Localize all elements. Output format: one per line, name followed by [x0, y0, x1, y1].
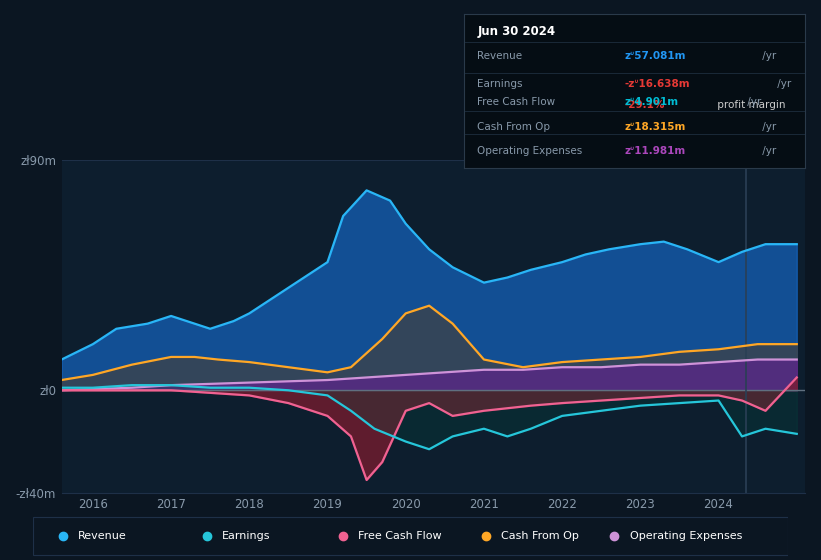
Text: -29.1%: -29.1%	[624, 100, 664, 110]
Text: Cash From Op: Cash From Op	[501, 531, 579, 541]
Text: Cash From Op: Cash From Op	[478, 122, 551, 132]
Text: Operating Expenses: Operating Expenses	[478, 147, 583, 156]
Text: /yr: /yr	[759, 147, 776, 156]
Text: /yr: /yr	[774, 79, 791, 88]
Text: profit margin: profit margin	[714, 100, 786, 110]
Text: zᐡ18.315m: zᐡ18.315m	[624, 122, 686, 132]
Text: Revenue: Revenue	[478, 51, 523, 61]
Text: -zᐡ16.638m: -zᐡ16.638m	[624, 79, 690, 88]
Text: Revenue: Revenue	[78, 531, 127, 541]
Text: Jun 30 2024: Jun 30 2024	[478, 25, 556, 38]
Text: Earnings: Earnings	[222, 531, 270, 541]
Text: /yr: /yr	[759, 51, 776, 61]
Text: /yr: /yr	[744, 97, 761, 107]
Text: zᐡ57.081m: zᐡ57.081m	[624, 51, 686, 61]
Text: Earnings: Earnings	[478, 79, 523, 88]
Text: Free Cash Flow: Free Cash Flow	[478, 97, 556, 107]
Text: Free Cash Flow: Free Cash Flow	[358, 531, 441, 541]
Text: /yr: /yr	[759, 122, 776, 132]
Text: Operating Expenses: Operating Expenses	[630, 531, 742, 541]
Text: zᐡ4.901m: zᐡ4.901m	[624, 97, 678, 107]
Text: zᐡ11.981m: zᐡ11.981m	[624, 147, 686, 156]
